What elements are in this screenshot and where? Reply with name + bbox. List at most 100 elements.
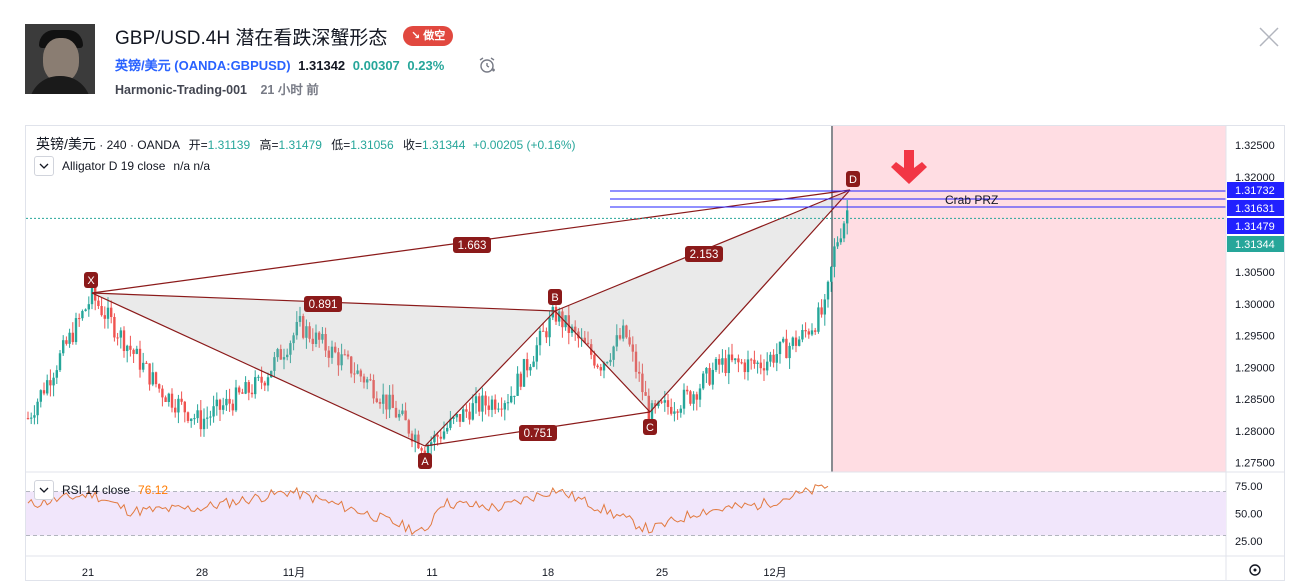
candle <box>721 358 724 365</box>
candle <box>154 372 158 385</box>
idea-header: GBP/USD.4H 潜在看跌深蟹形态 ↘ 做空 英镑/美元 (OANDA:GB… <box>0 0 1309 110</box>
candle <box>484 395 487 406</box>
candle <box>340 354 343 366</box>
candle <box>753 359 756 364</box>
candle <box>87 304 90 310</box>
rsi-name[interactable]: RSI 14 close <box>62 483 131 497</box>
candle <box>532 361 535 367</box>
candle <box>263 382 266 386</box>
indicator-name[interactable]: Alligator D 19 close <box>62 159 166 173</box>
rsi-tick: 75.00 <box>1235 481 1263 493</box>
candle <box>564 315 567 328</box>
candle <box>222 405 225 410</box>
candle <box>202 418 206 430</box>
candle <box>558 311 561 322</box>
price-tick: 1.29500 <box>1235 331 1275 343</box>
candle <box>39 390 42 402</box>
candle <box>394 407 398 418</box>
legend-low: 1.31056 <box>350 138 394 152</box>
candle <box>318 332 321 340</box>
pattern-leg-cd <box>649 189 851 413</box>
candle <box>702 373 705 389</box>
candle <box>423 450 426 456</box>
candle <box>810 330 814 335</box>
candle <box>119 330 122 338</box>
symbol-link[interactable]: 英镑/美元 <box>115 58 171 73</box>
candle <box>414 434 417 442</box>
candle <box>161 388 164 398</box>
candle <box>190 418 193 421</box>
candle <box>676 411 679 413</box>
candle <box>385 394 388 410</box>
price-tick: 1.30000 <box>1235 299 1275 311</box>
candle <box>257 376 260 378</box>
ratio-label: 1.663 <box>458 240 487 252</box>
candle <box>180 398 183 402</box>
candle <box>615 335 618 347</box>
candle <box>490 399 494 410</box>
candle <box>820 307 823 315</box>
candle <box>746 359 750 373</box>
candle <box>122 330 126 352</box>
candle <box>814 330 817 332</box>
candle <box>174 407 177 413</box>
candle <box>740 362 743 364</box>
candle <box>785 338 788 359</box>
ratio-label-bg <box>685 246 723 262</box>
chart-container[interactable] <box>25 125 1285 581</box>
close-icon[interactable] <box>1258 26 1280 48</box>
candle <box>801 330 804 340</box>
candle <box>462 409 465 422</box>
alarm-clock-icon[interactable] <box>478 56 496 74</box>
author-name[interactable]: Harmonic-Trading-001 <box>115 83 247 97</box>
gear-icon[interactable] <box>1249 564 1261 576</box>
candle <box>644 392 647 396</box>
candle <box>90 286 94 305</box>
candle <box>279 349 282 360</box>
candle <box>743 362 746 373</box>
candle <box>788 345 791 359</box>
legend-open: 1.31139 <box>207 138 251 152</box>
candle <box>538 330 542 346</box>
price-axis-label-bg <box>1227 200 1284 216</box>
candle <box>401 410 404 414</box>
candle <box>545 331 548 338</box>
candle <box>116 337 119 339</box>
chevron-down-icon[interactable] <box>34 156 54 176</box>
candle <box>673 411 676 414</box>
price-axis-label: 1.31732 <box>1235 185 1275 197</box>
candle <box>71 332 74 343</box>
candle <box>775 354 778 363</box>
candle <box>823 299 826 315</box>
candle <box>100 306 103 316</box>
candle <box>196 410 199 419</box>
candle <box>583 337 586 343</box>
candle <box>132 349 135 354</box>
candle <box>817 307 820 332</box>
symbol-code-link[interactable]: (OANDA:GBPUSD) <box>174 58 291 73</box>
candle <box>506 402 510 404</box>
ratio-label-bg <box>519 425 557 441</box>
candle <box>247 382 250 393</box>
candle <box>330 346 334 358</box>
candle <box>794 337 798 346</box>
price-axis-label-bg <box>1227 236 1284 252</box>
candle <box>273 357 276 371</box>
candle <box>519 373 522 387</box>
candle <box>289 343 292 355</box>
ratio-label: 0.751 <box>524 428 553 440</box>
candle <box>471 403 474 420</box>
price-tick: 1.30500 <box>1235 267 1275 279</box>
candle <box>391 394 394 408</box>
point-label-bg <box>84 272 98 288</box>
candle <box>206 417 209 419</box>
time-tick: 18 <box>542 567 554 579</box>
candle <box>254 377 257 395</box>
candle <box>362 376 366 383</box>
time-tick: 12月 <box>763 567 786 579</box>
author-avatar[interactable] <box>25 24 95 94</box>
candle <box>369 379 372 381</box>
chevron-down-icon[interactable] <box>34 480 54 500</box>
candle <box>737 358 740 363</box>
